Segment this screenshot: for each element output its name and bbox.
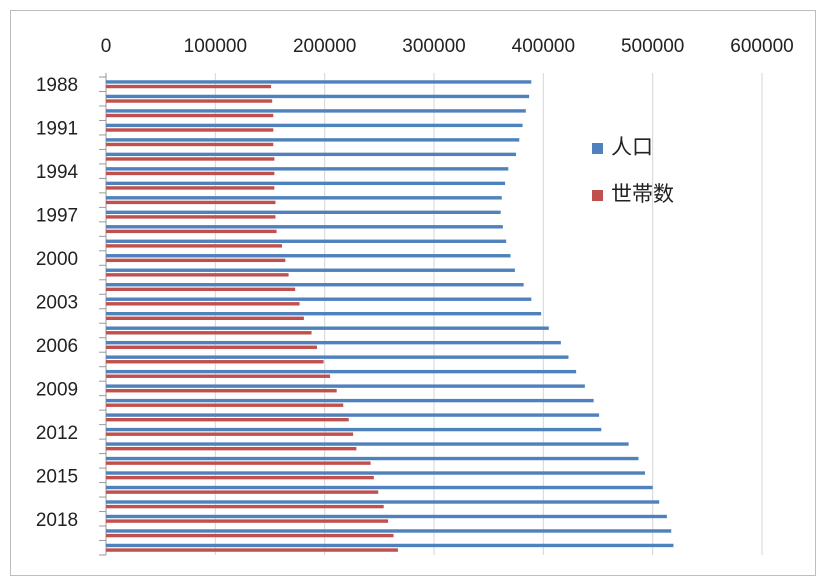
- y-tick-label: 2000: [36, 249, 78, 270]
- x-tick-label: 0: [101, 36, 112, 57]
- y-tick-label: 2009: [36, 379, 78, 400]
- bar-population: [106, 456, 639, 461]
- bar-households: [106, 113, 274, 118]
- bar-population: [106, 152, 516, 157]
- x-tick-label: 400000: [512, 36, 575, 57]
- x-tick-label: 600000: [730, 36, 793, 57]
- bar-households: [106, 128, 274, 132]
- x-tick-label: 200000: [293, 36, 356, 57]
- bar-population: [106, 123, 523, 128]
- y-tick-label: 1988: [36, 75, 78, 96]
- bar-population: [106, 138, 520, 142]
- bar-population: [106, 181, 506, 186]
- bar-households: [106, 316, 304, 320]
- bar-households: [106, 417, 349, 422]
- bar-households: [106, 360, 324, 364]
- bar-households: [106, 157, 275, 161]
- bar-households: [106, 142, 274, 147]
- bar-population: [106, 268, 515, 272]
- legend-swatch: [592, 190, 603, 201]
- bar-population: [106, 355, 569, 359]
- bar-households: [106, 446, 357, 451]
- bar-households: [106, 258, 286, 263]
- bar-population: [106, 297, 532, 301]
- bar-households: [106, 273, 289, 277]
- bar-population: [106, 384, 585, 388]
- bar-households: [106, 200, 276, 205]
- bar-households: [106, 215, 276, 219]
- y-tick-label: 2018: [36, 510, 78, 531]
- y-tick-label: 2003: [36, 293, 78, 314]
- x-tick-label: 300000: [402, 36, 465, 57]
- bar-population: [106, 485, 653, 490]
- bar-population: [106, 283, 524, 287]
- bar-households: [106, 389, 337, 393]
- bar-households: [106, 287, 296, 292]
- y-tick-label: 2012: [36, 423, 78, 444]
- bar-population: [106, 442, 629, 446]
- bar-population: [106, 500, 660, 504]
- bar-households: [106, 331, 312, 335]
- bar-households: [106, 490, 379, 494]
- bar-households: [106, 533, 394, 538]
- bar-population: [106, 326, 549, 330]
- bar-households: [106, 403, 344, 407]
- legend-swatch: [592, 143, 603, 154]
- bar-population: [106, 225, 503, 229]
- bar-households: [106, 461, 371, 465]
- legend-label: 人口: [611, 136, 653, 159]
- bar-population: [106, 369, 577, 374]
- y-tick-label: 2006: [36, 336, 78, 357]
- bar-population: [106, 167, 509, 171]
- y-tick-label: 1994: [36, 162, 79, 183]
- bars: [106, 80, 674, 552]
- bar-population: [106, 427, 602, 432]
- bar-households: [106, 84, 272, 89]
- x-tick-label: 100000: [184, 36, 247, 57]
- x-axis-ticks: 0 100000 200000 300000 400000 500000 600000: [101, 36, 794, 57]
- bar-population: [106, 514, 667, 519]
- bar-population: [106, 109, 526, 113]
- bar-population: [106, 471, 646, 475]
- bar-population: [106, 94, 530, 99]
- bar-households: [106, 99, 273, 103]
- bar-households: [106, 374, 331, 378]
- bar-households: [106, 244, 283, 248]
- bar-households: [106, 302, 300, 306]
- bar-households: [106, 229, 277, 234]
- y-tick-label: 2015: [36, 466, 78, 487]
- bar-population: [106, 239, 507, 243]
- y-axis-ticks: 1988 1991 1994 1997 2000 2003 2006 2009 2012 2015…: [36, 75, 106, 556]
- bar-households: [106, 548, 398, 552]
- bar-population: [106, 254, 511, 258]
- bar-households: [106, 519, 389, 523]
- bar-population: [106, 398, 594, 403]
- y-tick-label: 1997: [36, 206, 78, 227]
- bar-households: [106, 345, 318, 349]
- bar-population: [106, 529, 672, 533]
- bar-households: [106, 504, 384, 509]
- legend-label: 世帯数: [611, 183, 674, 206]
- bar-households: [106, 186, 275, 190]
- bar-population: [106, 340, 561, 345]
- bar-population: [106, 80, 532, 84]
- y-tick-label: 1991: [36, 119, 78, 140]
- x-tick-label: 500000: [621, 36, 684, 57]
- bar-population: [106, 312, 542, 316]
- bar-households: [106, 171, 275, 176]
- chart-frame: [10, 10, 816, 576]
- bar-population: [106, 543, 674, 548]
- bar-population: [106, 196, 502, 200]
- bar-population: [106, 210, 501, 215]
- bar-households: [106, 475, 374, 480]
- bar-population: [106, 413, 600, 417]
- bar-households: [106, 432, 354, 436]
